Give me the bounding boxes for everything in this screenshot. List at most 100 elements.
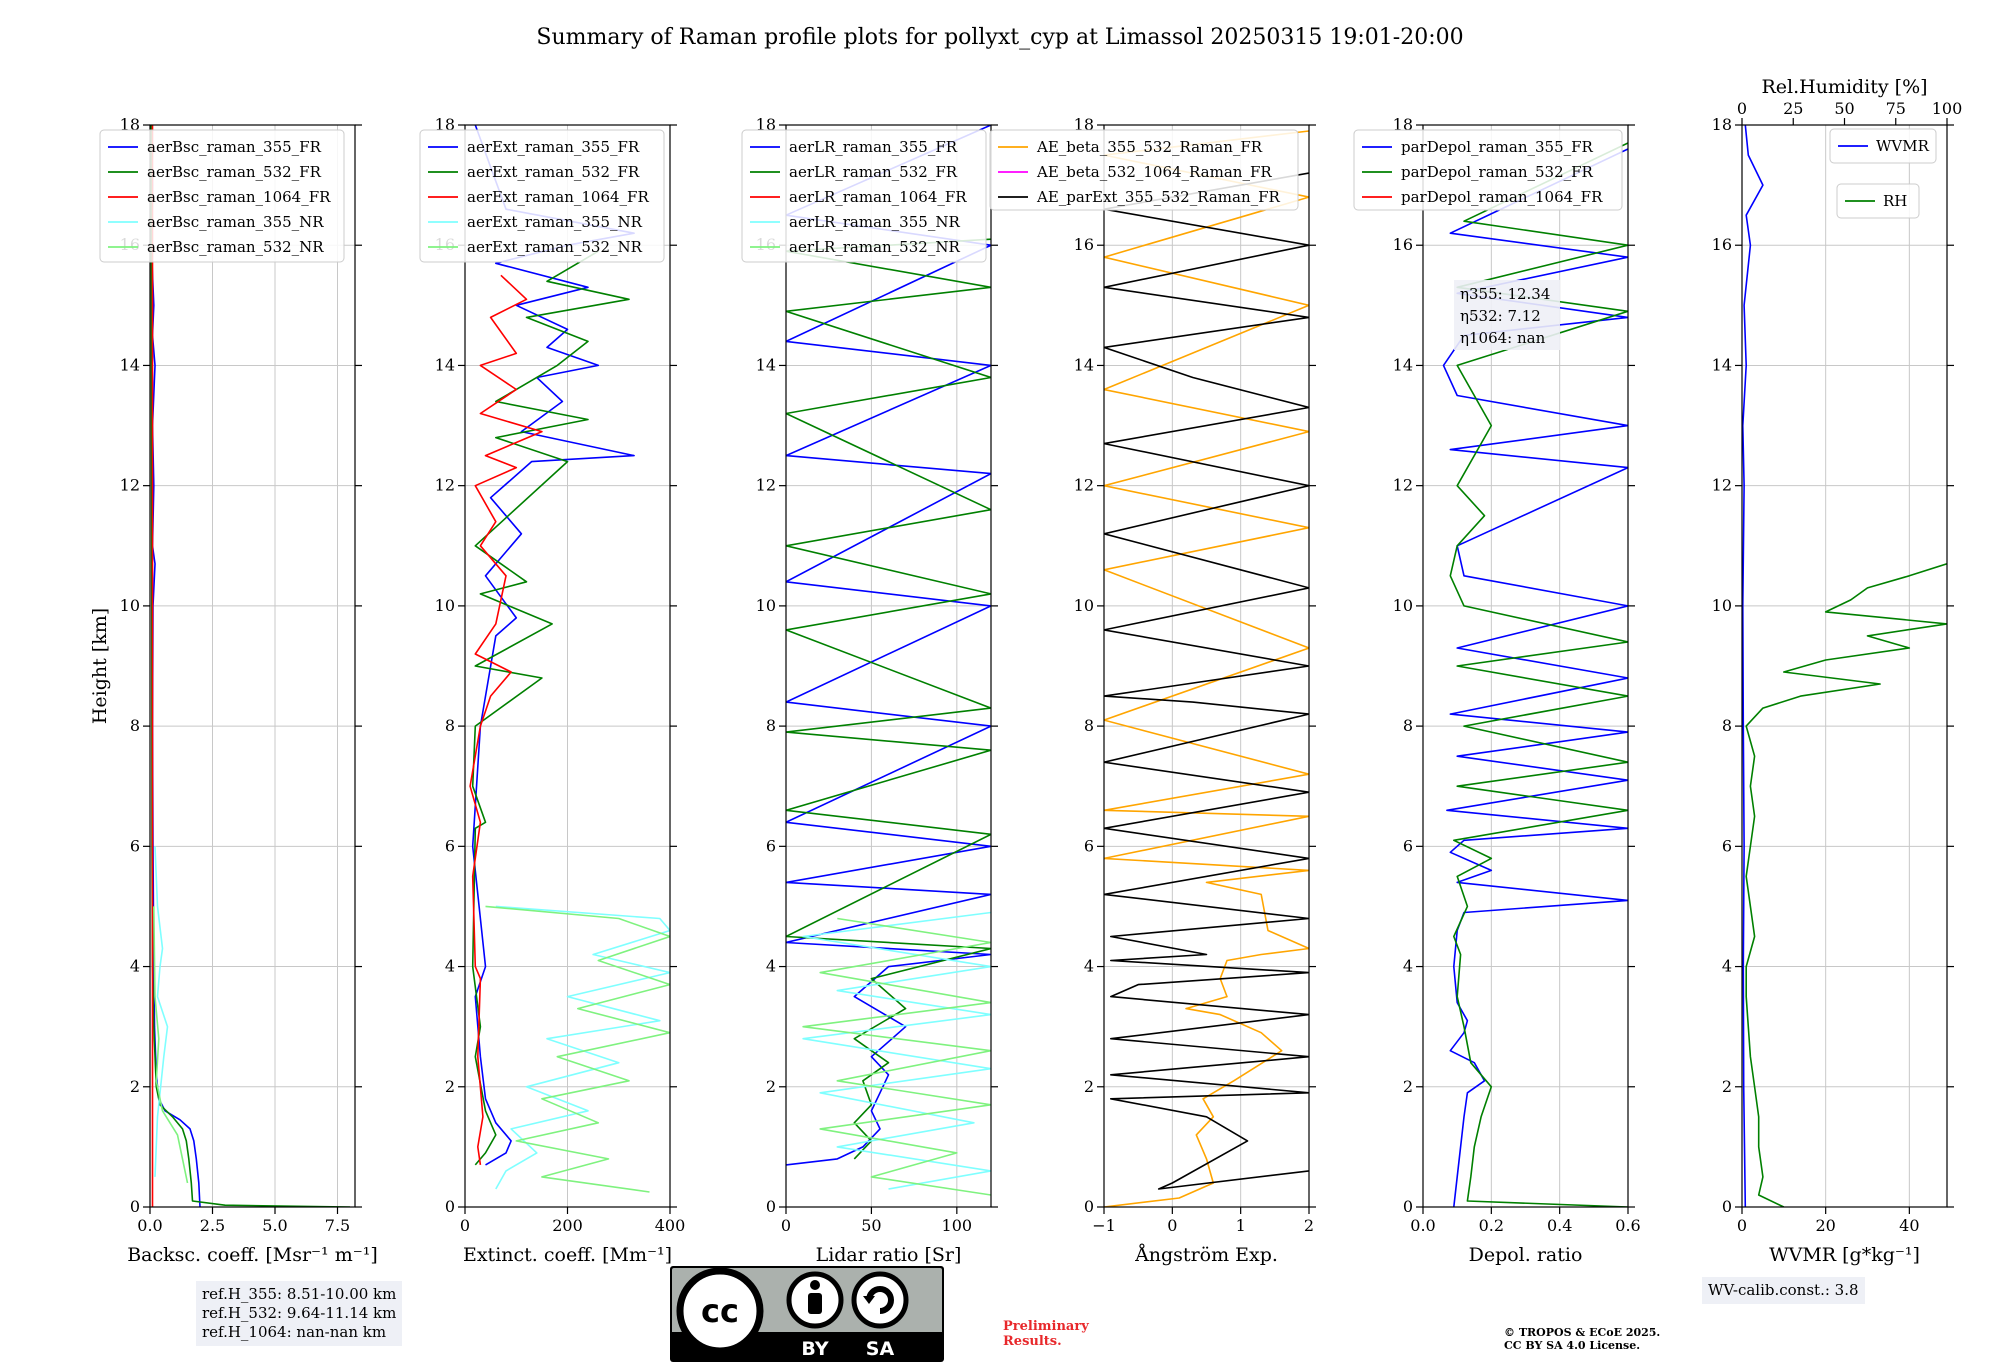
y-tick-label: 8: [445, 716, 455, 735]
y-tick-label: 0: [130, 1197, 140, 1216]
preliminary-results-label: Preliminary Results.: [1003, 1319, 1089, 1349]
legend-box: [741, 129, 987, 263]
legend-entry: parDepol_raman_355_FR: [1401, 138, 1594, 156]
x-tick-label: 0.0: [137, 1216, 162, 1235]
legend-entry: WVMR: [1876, 137, 1930, 155]
figure-title: Summary of Raman profile plots for polly…: [536, 25, 1463, 50]
y-tick-label: 6: [766, 836, 776, 855]
series-parDepol_raman_355_FR: [1442, 148, 1628, 1207]
y-tick-label: 12: [1393, 476, 1413, 495]
y-tick-label: 2: [130, 1077, 140, 1096]
series-group: [1104, 130, 1309, 1207]
legend-entry: AE_beta_355_532_Raman_FR: [1036, 138, 1263, 156]
x-tick-label: 5.0: [262, 1216, 287, 1235]
series-aerBsc_raman_532_FR: [150, 125, 351, 1207]
y-tick-label: 14: [435, 355, 455, 374]
series-group: [150, 125, 351, 1207]
y-tick-label: 10: [756, 596, 776, 615]
y-tick-label: 10: [435, 596, 455, 615]
top-x-tick-label: 25: [1783, 99, 1803, 118]
series-RH: [1745, 563, 1947, 1207]
legend-entry: aerBsc_raman_355_NR: [147, 213, 324, 231]
x-axis-label: Lidar ratio [Sr]: [816, 1244, 962, 1266]
legend-box: [1829, 128, 1937, 164]
legend-box: [419, 129, 665, 263]
ref-height-532: ref.H_532: 9.64-11.14 km: [202, 1304, 397, 1322]
series-aerExt_raman_532_FR: [471, 250, 630, 1166]
y-tick-label: 6: [1403, 836, 1413, 855]
ref-height-355: ref.H_355: 8.51-10.00 km: [202, 1285, 397, 1303]
x-tick-label: 200: [552, 1216, 583, 1235]
y-tick-label: 12: [756, 476, 776, 495]
y-tick-label: 4: [1084, 957, 1094, 976]
legend-entry: aerExt_raman_532_FR: [467, 163, 640, 181]
x-tick-label: 100: [942, 1216, 973, 1235]
y-tick-label: 10: [1393, 596, 1413, 615]
series-group: [1442, 142, 1628, 1207]
copyright-notice: © TROPOS & ECoE 2025. CC BY SA 4.0 Licen…: [1504, 1326, 1661, 1352]
legend-entry: parDepol_raman_1064_FR: [1401, 188, 1603, 206]
wv-calibration-box: WV-calib.const.: 3.8: [1702, 1277, 1865, 1304]
panel-dep: 0 2 4 6 8 10 12 14 16 18 0.0 0.2 0.4 0.6 Depol. ratio p…: [1353, 115, 1641, 1266]
legend-entry: aerExt_raman_1064_FR: [467, 188, 649, 206]
y-tick-label: 18: [120, 115, 140, 134]
axes-frame: [1741, 124, 1948, 1208]
y-tick-label: 4: [1722, 957, 1732, 976]
cc-text: cc: [701, 1292, 739, 1330]
cc-by-sa-license-badge: cc BY SA: [670, 1266, 944, 1362]
y-tick-label: 8: [130, 716, 140, 735]
legend-entry: aerBsc_raman_532_NR: [147, 238, 324, 256]
legend-entry: aerExt_raman_355_FR: [467, 138, 640, 156]
legend-box: [1836, 183, 1920, 219]
y-tick-label: 12: [120, 476, 140, 495]
legend-box: [989, 129, 1299, 211]
top-x-tick-label: 50: [1834, 99, 1854, 118]
y-tick-label: 6: [130, 836, 140, 855]
x-tick-label: 400: [655, 1216, 686, 1235]
y-tick-label: 2: [1084, 1077, 1094, 1096]
series-aerLR_raman_355_NR: [802, 911, 991, 1190]
x-tick-label: 1: [1236, 1216, 1246, 1235]
panel-wv: 0 2 4 6 8 10 12 14 16 18 0 20 40 WVMR [g*kg⁻¹] 0 25 50 75…: [1712, 76, 1963, 1266]
x-tick-label: 0: [1167, 1216, 1177, 1235]
series-WVMR: [1742, 125, 1764, 1207]
annotation-box: [1454, 280, 1560, 350]
y-tick-label: 0: [1722, 1197, 1732, 1216]
y-tick-label: 18: [1074, 115, 1094, 134]
y-tick-label: 8: [1084, 716, 1094, 735]
y-tick-label: 18: [1393, 115, 1413, 134]
y-tick-label: 14: [120, 355, 140, 374]
legend-entry: aerBsc_raman_532_FR: [147, 163, 322, 181]
x-axis-label: Depol. ratio: [1469, 1244, 1583, 1266]
x-tick-label: 40: [1899, 1216, 1919, 1235]
y-tick-label: 18: [435, 115, 455, 134]
x-axis-label: Ångström Exp.: [1134, 1244, 1278, 1266]
y-tick-label: 8: [766, 716, 776, 735]
legend: aerExt_raman_355_FR aerExt_raman_532_FRae…: [419, 129, 665, 263]
y-axis-label: Height [km]: [89, 608, 111, 724]
x-tick-label: 7.5: [325, 1216, 350, 1235]
series-aerBsc_raman_532_NR: [153, 906, 189, 1184]
legend: AE_beta_355_532_Raman_FR AE_beta_532_1064…: [989, 129, 1299, 211]
x-tick-label: 0.0: [1410, 1216, 1435, 1235]
y-tick-label: 14: [1393, 355, 1413, 374]
y-tick-label: 14: [756, 355, 776, 374]
x-tick-label: 0.6: [1615, 1216, 1640, 1235]
series-AE_beta_355_532_Raman_FR: [1104, 130, 1309, 1207]
legend-entry: aerLR_raman_1064_FR: [789, 188, 967, 206]
y-tick-label: 6: [445, 836, 455, 855]
series-aerExt_raman_1064_FR: [469, 274, 543, 1166]
x-axis-label: Extinct. coeff. [Mm⁻¹]: [463, 1244, 672, 1266]
y-tick-label: 0: [1403, 1197, 1413, 1216]
x-tick-label: 0.4: [1547, 1216, 1572, 1235]
y-tick-label: 16: [1074, 235, 1094, 254]
legend-box: [99, 129, 345, 263]
y-tick-label: 10: [1074, 596, 1094, 615]
y-tick-label: 18: [1712, 115, 1732, 134]
legend-entry: AE_beta_532_1064_Raman_FR: [1036, 163, 1272, 181]
by-label: BY: [801, 1338, 828, 1360]
series-aerExt_raman_532_NR: [485, 905, 670, 1193]
